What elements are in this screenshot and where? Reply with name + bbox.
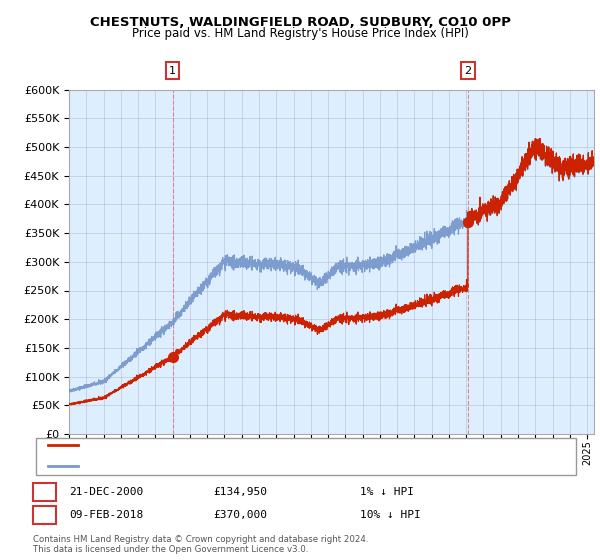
Text: This data is licensed under the Open Government Licence v3.0.: This data is licensed under the Open Gov… xyxy=(33,545,308,554)
Text: CHESTNUTS, WALDINGFIELD ROAD, SUDBURY, CO10 0PP (detached house): CHESTNUTS, WALDINGFIELD ROAD, SUDBURY, C… xyxy=(81,440,471,450)
Text: HPI: Average price, detached house, Babergh: HPI: Average price, detached house, Babe… xyxy=(81,461,318,472)
Text: 2: 2 xyxy=(41,510,48,520)
Text: 1% ↓ HPI: 1% ↓ HPI xyxy=(360,487,414,497)
Text: 1: 1 xyxy=(41,487,48,497)
Text: £134,950: £134,950 xyxy=(213,487,267,497)
Text: 09-FEB-2018: 09-FEB-2018 xyxy=(69,510,143,520)
Text: £370,000: £370,000 xyxy=(213,510,267,520)
Text: Contains HM Land Registry data © Crown copyright and database right 2024.: Contains HM Land Registry data © Crown c… xyxy=(33,535,368,544)
Text: 2: 2 xyxy=(464,66,472,76)
Text: 21-DEC-2000: 21-DEC-2000 xyxy=(69,487,143,497)
Text: Price paid vs. HM Land Registry's House Price Index (HPI): Price paid vs. HM Land Registry's House … xyxy=(131,27,469,40)
Text: CHESTNUTS, WALDINGFIELD ROAD, SUDBURY, CO10 0PP: CHESTNUTS, WALDINGFIELD ROAD, SUDBURY, C… xyxy=(89,16,511,29)
Text: 1: 1 xyxy=(169,66,176,76)
Text: 10% ↓ HPI: 10% ↓ HPI xyxy=(360,510,421,520)
